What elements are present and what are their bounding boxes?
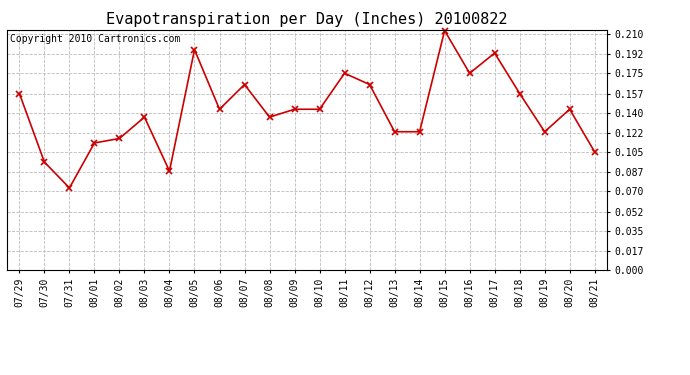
Title: Evapotranspiration per Day (Inches) 20100822: Evapotranspiration per Day (Inches) 2010… bbox=[106, 12, 508, 27]
Text: Copyright 2010 Cartronics.com: Copyright 2010 Cartronics.com bbox=[10, 34, 180, 44]
